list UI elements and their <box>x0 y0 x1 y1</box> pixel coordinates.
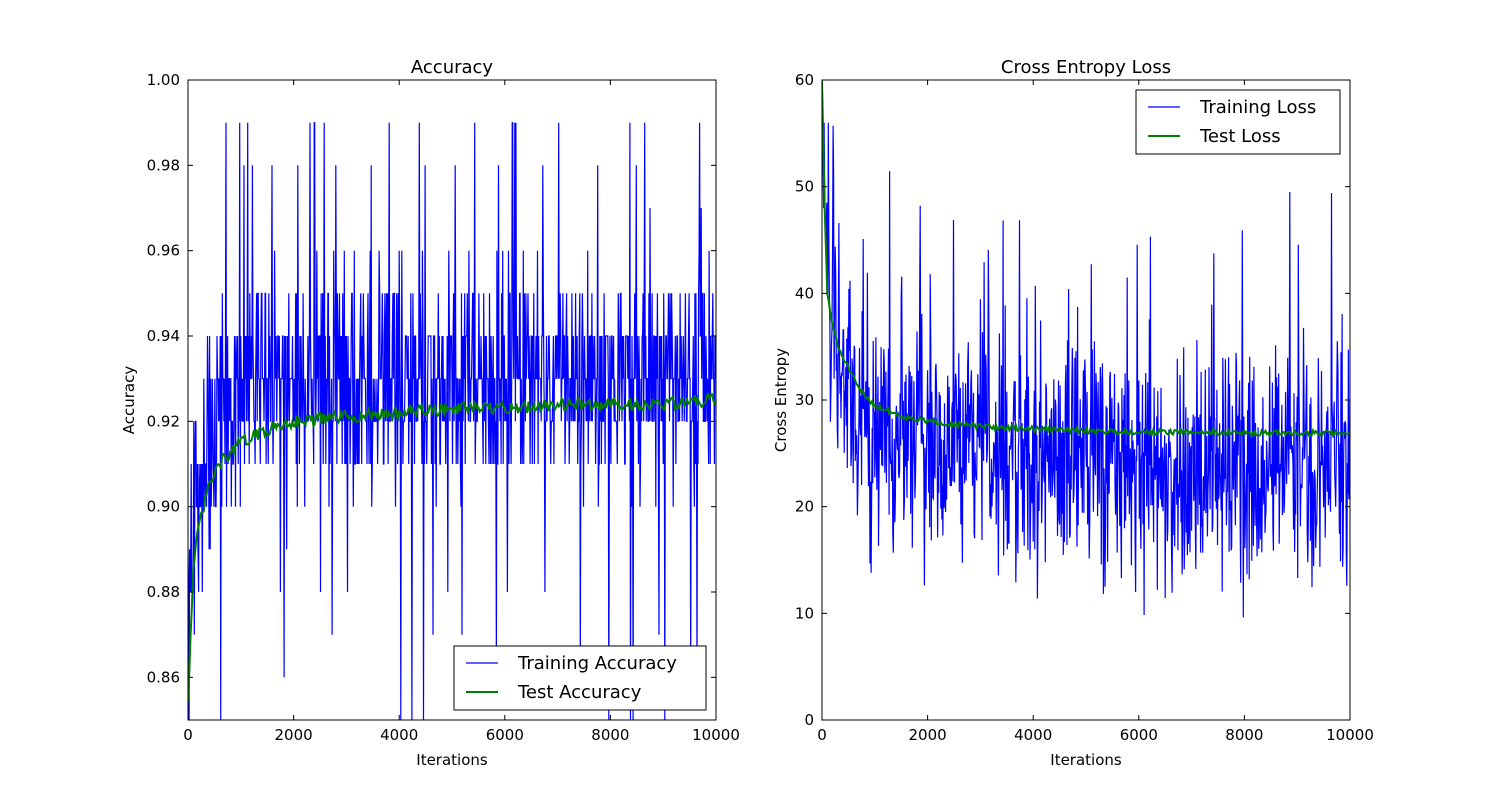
chart-panel-0: 0 2000 4000 6000 8000 10000 0.86 0.88 0.90 0.92 0.… <box>120 57 740 769</box>
x-tick-label: 2000 <box>275 726 313 744</box>
y-tick-label: 30 <box>795 391 814 409</box>
legend: Training Loss Test Loss <box>1135 89 1341 155</box>
y-tick-label: 0.96 <box>147 242 180 260</box>
x-tick-label: 6000 <box>1120 726 1158 744</box>
axes-frame <box>187 79 717 721</box>
x-tick-label: 2000 <box>909 726 947 744</box>
legend-label: Training Accuracy <box>517 653 677 674</box>
y-tick-label: 50 <box>795 178 814 196</box>
y-tick-label: 40 <box>795 284 814 302</box>
x-tick-label: 10000 <box>1326 726 1374 744</box>
x-tick-label: 4000 <box>380 726 418 744</box>
series-line-test-accuracy <box>188 392 716 702</box>
series-line-training-loss <box>822 80 1350 618</box>
legend: Training Accuracy Test Accuracy <box>453 645 707 711</box>
legend-label: Test Accuracy <box>517 682 642 703</box>
y-axis-label: Cross Entropy <box>772 348 790 452</box>
y-tick-label: 10 <box>795 604 814 622</box>
x-tick-label: 0 <box>817 726 827 744</box>
x-axis-label: Iterations <box>416 751 488 769</box>
x-tick-label: 8000 <box>591 726 629 744</box>
series-line-test-loss <box>822 81 1350 438</box>
y-tick-label: 1.00 <box>147 71 180 89</box>
x-tick-label: 8000 <box>1225 726 1263 744</box>
y-tick-label: 0 <box>804 711 814 729</box>
legend-box <box>1135 89 1341 155</box>
y-tick-label: 0.86 <box>147 668 180 686</box>
x-axis-label: Iterations <box>1050 751 1122 769</box>
chart-title: Cross Entropy Loss <box>1001 57 1171 78</box>
y-tick-label: 0.98 <box>147 156 180 174</box>
y-axis-label: Accuracy <box>120 366 138 435</box>
y-tick-label: 20 <box>795 498 814 516</box>
y-tick-label: 60 <box>795 71 814 89</box>
x-tick-label: 4000 <box>1014 726 1052 744</box>
legend-label: Test Loss <box>1199 126 1281 147</box>
chart-title: Accuracy <box>411 57 494 78</box>
y-tick-label: 0.92 <box>147 412 180 430</box>
x-tick-label: 0 <box>183 726 193 744</box>
legend-box <box>453 645 707 711</box>
y-tick-label: 0.94 <box>147 327 180 345</box>
series-group <box>822 80 1350 618</box>
x-tick-label: 6000 <box>486 726 524 744</box>
legend-label: Training Loss <box>1199 97 1316 118</box>
y-tick-label: 0.90 <box>147 498 180 516</box>
y-tick-label: 0.88 <box>147 583 180 601</box>
series-group <box>188 122 716 720</box>
chart-panel-1: 0 2000 4000 6000 8000 10000 0 10 20 30 40 50 60 Cross… <box>772 57 1374 769</box>
series-line-training-accuracy <box>188 122 716 720</box>
x-tick-label: 10000 <box>692 726 740 744</box>
